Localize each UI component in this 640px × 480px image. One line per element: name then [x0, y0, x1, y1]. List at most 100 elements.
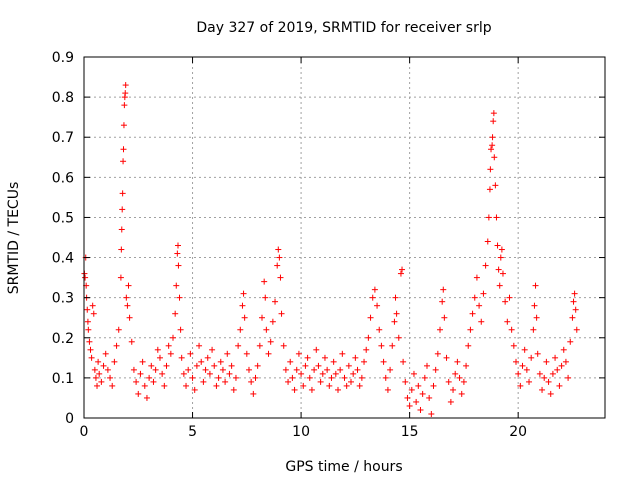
data-point: [235, 342, 242, 349]
data-point: [434, 350, 441, 357]
y-tick-label: 0.3: [52, 291, 74, 307]
data-point: [502, 298, 509, 305]
data-point: [274, 262, 281, 269]
data-point: [471, 294, 478, 301]
data-point: [515, 370, 522, 377]
data-point: [487, 166, 494, 173]
data-point: [119, 190, 126, 197]
data-point: [211, 362, 218, 369]
data-point: [352, 354, 359, 361]
data-point: [490, 118, 497, 125]
data-point: [125, 282, 132, 289]
data-point: [348, 378, 355, 385]
data-point: [276, 254, 283, 261]
data-point: [499, 270, 506, 277]
data-point: [531, 302, 538, 309]
data-point: [213, 382, 220, 389]
data-point: [256, 342, 263, 349]
data-point: [534, 350, 541, 357]
data-point: [374, 302, 381, 309]
data-point: [272, 298, 279, 305]
data-point: [143, 394, 150, 401]
data-point: [209, 346, 216, 353]
data-point: [193, 362, 200, 369]
data-point: [493, 214, 500, 221]
data-point: [245, 366, 252, 373]
y-tick-labels: 0 0.1 0.2 0.3 0.4 0.5 0.6 0.7 0.8 0.9: [52, 50, 74, 427]
data-point: [267, 338, 274, 345]
data-point: [365, 334, 372, 341]
data-point: [421, 374, 428, 381]
data-point: [447, 398, 454, 405]
data-point: [395, 334, 402, 341]
data-point: [87, 346, 94, 353]
data-point: [410, 370, 417, 377]
data-point: [239, 302, 246, 309]
data-point: [148, 362, 155, 369]
data-point: [89, 302, 96, 309]
data-point: [177, 326, 184, 333]
data-point: [248, 378, 255, 385]
data-point: [118, 246, 125, 253]
data-point: [228, 362, 235, 369]
data-point: [90, 310, 97, 317]
data-point: [278, 310, 285, 317]
data-point: [350, 370, 357, 377]
data-point: [343, 382, 350, 389]
y-tick-label: 0: [65, 411, 74, 427]
data-point: [547, 390, 554, 397]
data-point: [572, 306, 579, 313]
data-point: [363, 346, 370, 353]
data-point: [397, 270, 404, 277]
data-point: [219, 366, 226, 373]
data-point: [91, 366, 98, 373]
data-point: [490, 110, 497, 117]
data-point: [358, 374, 365, 381]
data-point: [139, 358, 146, 365]
data-point: [285, 378, 292, 385]
y-tick-label: 0.1: [52, 371, 74, 387]
data-point: [84, 306, 91, 313]
y-tick-label: 0.9: [52, 50, 74, 66]
data-point: [120, 122, 127, 129]
data-point: [554, 366, 561, 373]
data-point: [293, 366, 300, 373]
data-point: [95, 358, 102, 365]
data-point: [123, 294, 130, 301]
data-point: [484, 238, 491, 245]
data-point: [135, 390, 142, 397]
data-point: [159, 370, 166, 377]
data-point: [452, 370, 459, 377]
data-point: [170, 334, 177, 341]
data-point: [86, 338, 93, 345]
y-tick-label: 0.6: [52, 170, 74, 186]
data-point: [152, 366, 159, 373]
x-tick-label: 5: [188, 424, 197, 440]
data-point: [387, 366, 394, 373]
data-point: [419, 390, 426, 397]
gridlines: [84, 57, 605, 418]
data-point: [454, 358, 461, 365]
y-tick-label: 0.7: [52, 130, 74, 146]
data-point: [458, 390, 465, 397]
data-point: [482, 262, 489, 269]
axis-ticks: [83, 56, 605, 419]
data-point: [261, 278, 268, 285]
data-point: [369, 294, 376, 301]
data-point: [275, 246, 282, 253]
data-point: [174, 250, 181, 257]
data-point: [107, 374, 114, 381]
x-tick-labels: 0 5 10 15 20: [80, 424, 528, 440]
data-point: [570, 298, 577, 305]
data-point: [304, 354, 311, 361]
data-point: [441, 314, 448, 321]
data-point: [161, 382, 168, 389]
data-point: [413, 398, 420, 405]
data-point: [92, 374, 99, 381]
data-point: [408, 386, 415, 393]
x-tick-label: 10: [292, 424, 310, 440]
data-point: [237, 326, 244, 333]
data-point: [495, 266, 502, 273]
data-point: [240, 290, 247, 297]
data-point: [262, 294, 269, 301]
